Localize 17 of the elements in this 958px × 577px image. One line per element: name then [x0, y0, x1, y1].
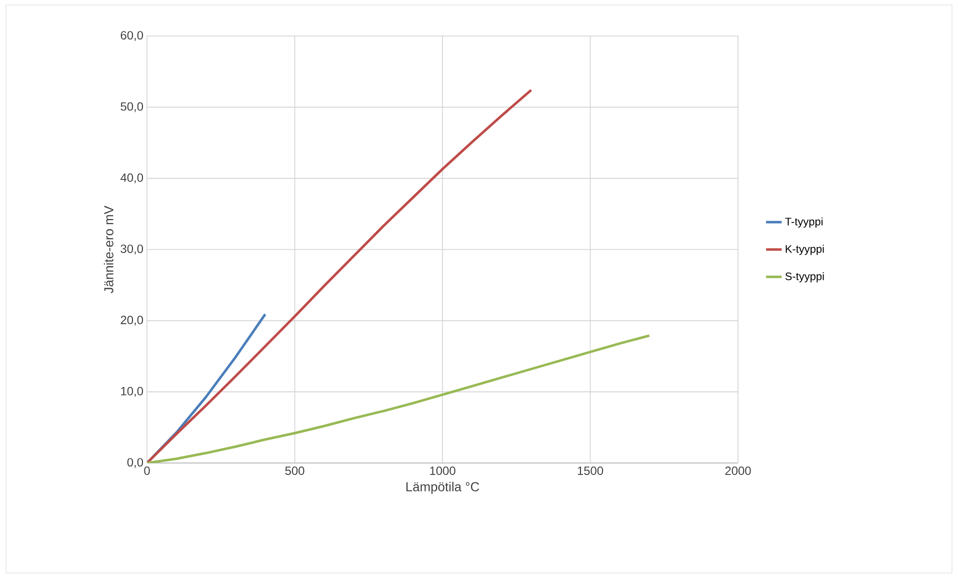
y-tick-label: 60,0 — [120, 31, 144, 41]
legend-label: S-tyyppi — [785, 272, 824, 282]
y-tick-label: 0,0 — [127, 458, 144, 468]
y-tick-label: 20,0 — [120, 316, 144, 326]
y-tick-label: 40,0 — [120, 173, 144, 184]
x-tick-label: 0 — [144, 466, 150, 475]
x-axis-title: Lämpötila °C — [406, 482, 480, 494]
y-tick-label: 30,0 — [120, 244, 144, 254]
x-tick-label: 1500 — [578, 466, 604, 475]
x-tick-label: 500 — [285, 466, 304, 475]
x-tick-label: 1000 — [430, 466, 456, 475]
x-tick-label: 2000 — [725, 466, 751, 475]
y-axis-title: Jännite-ero mV — [104, 206, 114, 294]
y-tick-label: 10,0 — [121, 386, 144, 397]
legend-label: K-tyyppi — [786, 244, 824, 255]
legend-label: T-tyyppi — [785, 217, 823, 228]
y-tick-label: 50,0 — [120, 102, 144, 112]
